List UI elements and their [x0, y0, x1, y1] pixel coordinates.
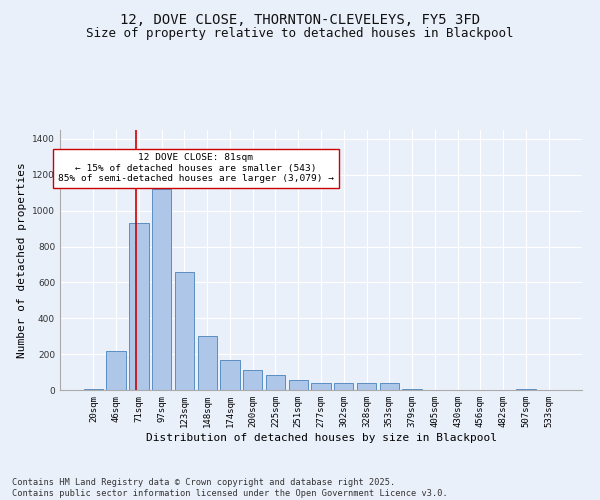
Text: 12, DOVE CLOSE, THORNTON-CLEVELEYS, FY5 3FD: 12, DOVE CLOSE, THORNTON-CLEVELEYS, FY5 … [120, 12, 480, 26]
Bar [516, 389, 536, 390]
Bar [380, 383, 399, 390]
Bar [106, 350, 126, 390]
Text: Size of property relative to detached houses in Blackpool: Size of property relative to detached ho… [86, 28, 514, 40]
Y-axis label: Number of detached properties: Number of detached properties [17, 162, 26, 358]
Bar [289, 380, 308, 390]
Bar [311, 383, 331, 390]
Bar [84, 389, 103, 390]
Bar [220, 360, 239, 390]
Text: 12 DOVE CLOSE: 81sqm
← 15% of detached houses are smaller (543)
85% of semi-deta: 12 DOVE CLOSE: 81sqm ← 15% of detached h… [58, 154, 334, 183]
Bar [175, 272, 194, 390]
Bar [243, 370, 262, 390]
Bar [129, 223, 149, 390]
Bar [197, 336, 217, 390]
Bar [403, 389, 422, 390]
Bar [152, 189, 172, 390]
Text: Contains HM Land Registry data © Crown copyright and database right 2025.
Contai: Contains HM Land Registry data © Crown c… [12, 478, 448, 498]
X-axis label: Distribution of detached houses by size in Blackpool: Distribution of detached houses by size … [146, 432, 497, 442]
Bar [357, 383, 376, 390]
Bar [334, 383, 353, 390]
Bar [266, 375, 285, 390]
